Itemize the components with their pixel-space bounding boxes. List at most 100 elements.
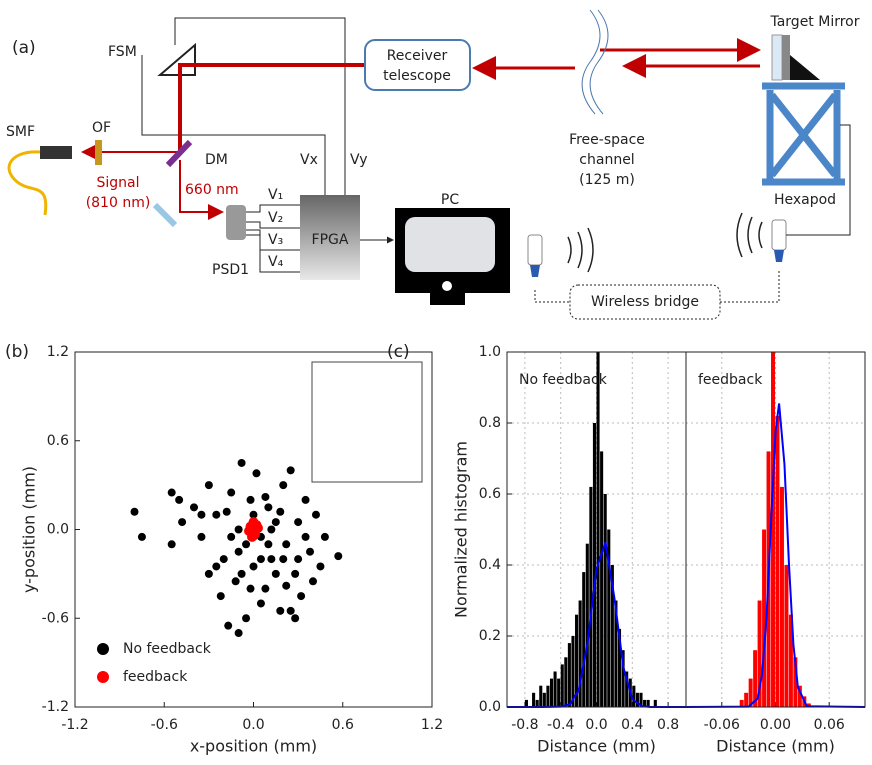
bar xyxy=(771,352,775,707)
point xyxy=(237,569,246,578)
x-tick-label: 0.6 xyxy=(332,717,354,733)
bar xyxy=(744,692,749,707)
antenna xyxy=(527,234,543,266)
y-tick-label: 0.4 xyxy=(479,557,501,573)
point xyxy=(219,555,228,564)
x-tick-label: -0.6 xyxy=(151,717,178,733)
point xyxy=(271,569,280,578)
label: PSD1 xyxy=(212,262,249,278)
y-tick-label: -1.2 xyxy=(42,699,69,715)
point xyxy=(227,488,236,497)
bar xyxy=(784,565,789,707)
label: FSM xyxy=(108,44,137,60)
label: Free-space xyxy=(569,132,645,148)
x-tick-label: -1.2 xyxy=(61,717,88,733)
y-axis-label: Normalized histogram xyxy=(452,441,471,618)
label: OF xyxy=(92,120,111,136)
point xyxy=(234,547,243,556)
link xyxy=(534,290,570,303)
label: Hexapod xyxy=(774,192,836,208)
bar xyxy=(646,699,650,707)
point xyxy=(256,555,265,564)
bar xyxy=(582,572,586,707)
waves xyxy=(567,212,763,273)
bar xyxy=(575,614,579,707)
point xyxy=(306,547,315,556)
bar xyxy=(596,352,600,707)
point xyxy=(261,584,270,593)
point xyxy=(286,606,295,615)
point xyxy=(204,569,213,578)
point xyxy=(234,629,243,638)
point xyxy=(301,532,310,541)
channel-waves xyxy=(581,9,609,115)
point xyxy=(137,532,146,541)
x-tick-label: 0.0 xyxy=(585,717,607,733)
point xyxy=(212,510,221,519)
bar xyxy=(632,685,636,707)
point xyxy=(301,495,310,504)
point xyxy=(167,488,176,497)
fit-line xyxy=(507,541,686,708)
legend-marker xyxy=(97,671,109,683)
bar xyxy=(546,685,550,707)
fsm-mirror xyxy=(157,42,196,76)
point xyxy=(264,503,273,512)
point xyxy=(297,592,306,601)
panel-label: (a) xyxy=(12,38,36,58)
point xyxy=(286,466,295,475)
bar xyxy=(614,600,618,707)
point xyxy=(311,510,320,519)
x-tick-label: 0.8 xyxy=(657,717,679,733)
label: Target Mirror xyxy=(769,14,859,30)
bar xyxy=(600,451,604,707)
x-axis-label: Distance (mm) xyxy=(537,737,656,756)
hexapod-tower xyxy=(762,82,845,186)
point xyxy=(249,562,258,571)
point xyxy=(279,481,288,490)
point xyxy=(256,599,265,608)
stand xyxy=(430,293,465,305)
x-axis-label: x-position (mm) xyxy=(190,737,317,756)
wireless-box xyxy=(569,284,721,320)
wire xyxy=(141,55,326,195)
antenna-base xyxy=(530,265,540,277)
annotation: No feedback xyxy=(519,372,608,388)
y-tick-label: 1.0 xyxy=(479,344,501,360)
bar xyxy=(748,678,753,707)
antenna xyxy=(771,219,787,251)
inset xyxy=(311,361,423,483)
label: Receiver xyxy=(387,48,448,64)
y-tick-label: 0.6 xyxy=(479,486,501,502)
label: Signal xyxy=(96,175,139,191)
bar xyxy=(603,494,607,707)
label: Wireless bridge xyxy=(591,294,699,310)
point xyxy=(316,562,325,571)
psd xyxy=(226,205,246,240)
point xyxy=(242,540,251,549)
legend-label: No feedback xyxy=(123,641,212,657)
label: DM xyxy=(205,152,228,168)
wire xyxy=(174,17,346,195)
bar xyxy=(621,650,625,707)
beam xyxy=(179,160,224,220)
label: SMF xyxy=(6,124,35,140)
bar xyxy=(524,699,528,707)
link xyxy=(720,270,780,303)
bar xyxy=(539,685,543,707)
bar xyxy=(557,678,561,707)
y-tick-label: 0.0 xyxy=(47,522,69,538)
bar xyxy=(553,671,557,707)
point xyxy=(271,518,280,527)
bar xyxy=(739,699,744,707)
bar xyxy=(639,692,643,707)
y-tick-label: 0.0 xyxy=(479,699,501,715)
point xyxy=(224,621,233,630)
point xyxy=(167,540,176,549)
point xyxy=(282,581,291,590)
point xyxy=(291,569,300,578)
fpga xyxy=(300,195,360,280)
bar xyxy=(617,628,622,707)
bar xyxy=(762,529,767,707)
